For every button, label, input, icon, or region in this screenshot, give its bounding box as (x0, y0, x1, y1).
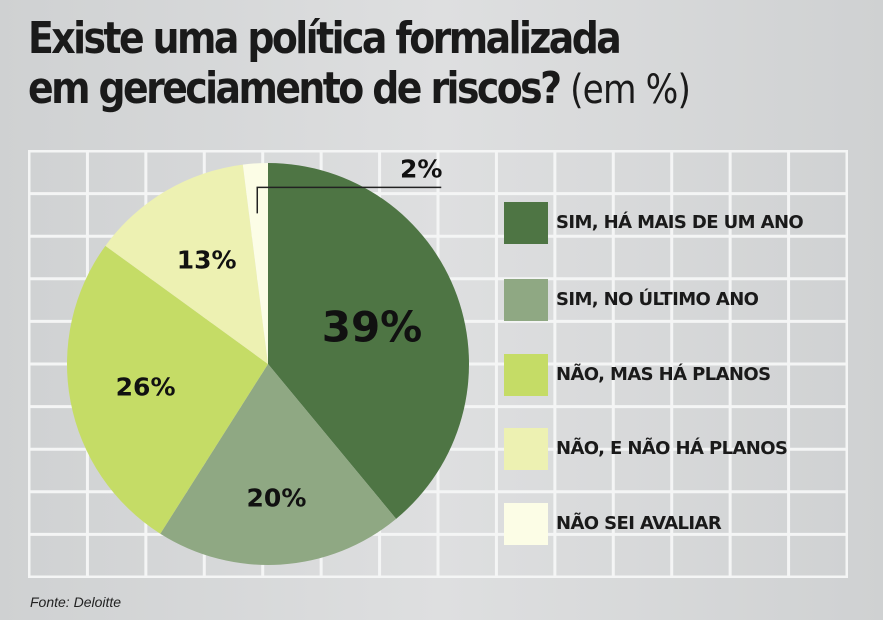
pie-slice-label: 39% (321, 302, 423, 352)
legend-swatch (504, 428, 548, 470)
pie-slice-label: 26% (115, 372, 176, 402)
legend-label: SIM, HÁ MAIS DE UM ANO (556, 212, 804, 233)
leader-line (256, 186, 442, 214)
source-note: Fonte: Deloitte (30, 594, 122, 610)
pie-slice-label: 2% (400, 154, 443, 184)
legend-label: NÃO SEI AVALIAR (556, 513, 722, 534)
legend-label: SIM, NO ÚLTIMO ANO (556, 289, 759, 310)
legend-swatch (504, 202, 548, 244)
chart-title: Existe uma política formalizada em gerec… (28, 13, 691, 115)
title-line-1: Existe uma política formalizada (28, 13, 622, 64)
legend-swatch (504, 279, 548, 321)
pie-slice (242, 163, 268, 364)
pie-slice (160, 364, 397, 565)
legend-swatch (504, 354, 548, 396)
pie-slice (67, 245, 268, 534)
legend-label: NÃO, E NÃO HÁ PLANOS (556, 438, 788, 459)
legend-label: NÃO, MAS HÁ PLANOS (556, 364, 771, 385)
title-line-2: em gereciamento de riscos? (28, 63, 562, 114)
pie-slice (268, 163, 469, 519)
title-unit: (em %) (570, 67, 691, 113)
pie-slice-label: 20% (246, 483, 307, 513)
legend-swatch (504, 503, 548, 545)
pie-slice-label: 13% (176, 245, 237, 275)
pie-slice (105, 164, 269, 364)
